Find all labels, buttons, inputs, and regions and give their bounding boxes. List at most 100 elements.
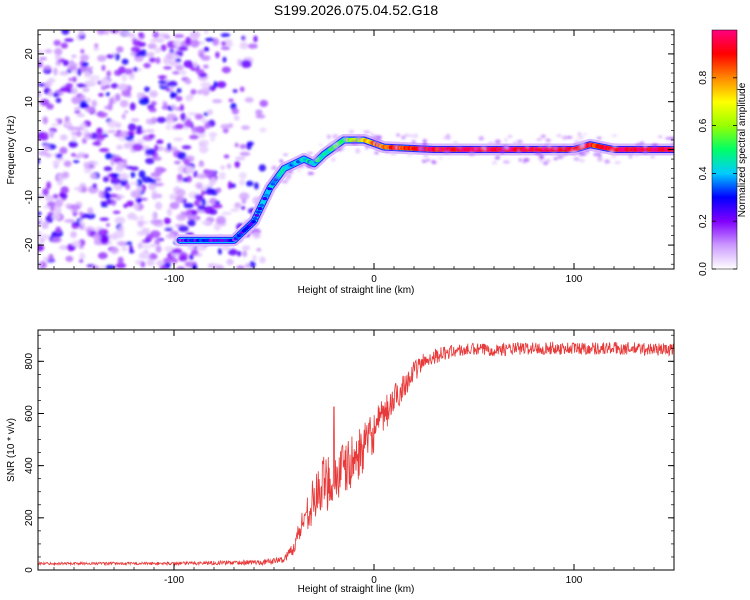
spectrogram-y-tick-label: -10 xyxy=(24,190,35,205)
noise-blob xyxy=(167,80,178,87)
noise-blob xyxy=(218,172,226,180)
noise-blob xyxy=(115,93,121,102)
noise-blob xyxy=(97,54,107,62)
ridge-cell xyxy=(254,213,260,217)
speckle-blob xyxy=(296,168,301,172)
noise-blob xyxy=(152,31,160,39)
noise-blob xyxy=(238,192,250,201)
noise-blob xyxy=(103,30,110,35)
speckle-blob xyxy=(422,142,427,147)
noise-blob xyxy=(239,41,249,50)
snr-y-tick-label: 800 xyxy=(24,353,35,370)
noise-blob xyxy=(221,41,227,46)
noise-blob xyxy=(112,210,121,215)
noise-blob xyxy=(170,90,175,99)
speckle-blob xyxy=(414,133,418,138)
noise-blob xyxy=(239,179,245,186)
noise-blob xyxy=(110,247,119,254)
speckle-blob xyxy=(556,134,562,138)
noise-blob xyxy=(52,92,60,98)
noise-blob xyxy=(146,233,154,241)
noise-blob xyxy=(178,225,189,232)
noise-blob xyxy=(65,121,72,127)
noise-blob xyxy=(121,74,127,82)
noise-blob xyxy=(227,248,238,256)
noise-blob xyxy=(163,101,168,110)
speckle-blob xyxy=(355,148,361,154)
noise-blob xyxy=(130,190,142,196)
noise-blob xyxy=(124,68,133,75)
noise-blob xyxy=(78,30,84,37)
noise-blob xyxy=(239,151,251,157)
speckle-blob xyxy=(639,141,645,146)
noise-blob xyxy=(179,104,185,112)
speckle-blob xyxy=(596,157,603,160)
noise-blob xyxy=(184,78,192,85)
noise-blob xyxy=(132,143,144,152)
noise-blob xyxy=(105,192,111,200)
noise-blob xyxy=(196,173,207,179)
noise-blob xyxy=(99,217,110,222)
noise-blob xyxy=(72,76,77,83)
spectrogram-ridge xyxy=(174,129,674,247)
noise-blob xyxy=(155,245,162,253)
noise-blob xyxy=(105,92,110,97)
noise-blob xyxy=(184,120,194,128)
noise-blob xyxy=(164,35,171,40)
spectrogram-y-tick-label: 0 xyxy=(24,146,35,152)
speckle-blob xyxy=(435,148,440,151)
noise-blob xyxy=(148,52,155,56)
noise-blob xyxy=(119,99,129,108)
noise-blob xyxy=(203,30,209,35)
noise-blob xyxy=(137,92,142,100)
noise-blob xyxy=(226,258,234,266)
speckle-blob xyxy=(326,134,331,140)
noise-blob xyxy=(140,49,147,57)
speckle-blob xyxy=(307,171,315,175)
speckle-blob xyxy=(583,133,587,136)
noise-blob xyxy=(51,236,62,243)
speckle-blob xyxy=(279,159,283,163)
noise-blob xyxy=(72,159,80,164)
ridge-cell xyxy=(260,200,266,204)
noise-blob xyxy=(155,57,161,64)
noise-blob xyxy=(106,70,112,77)
speckle-blob xyxy=(604,159,611,164)
speckle-blob xyxy=(635,143,640,147)
noise-blob xyxy=(164,245,175,252)
noise-blob xyxy=(140,244,151,249)
noise-blob xyxy=(132,215,139,222)
noise-blob xyxy=(129,141,134,145)
noise-blob xyxy=(51,123,60,127)
speckle-blob xyxy=(431,160,435,163)
noise-blob xyxy=(228,98,234,103)
speckle-blob xyxy=(333,141,339,147)
noise-blob xyxy=(79,66,87,73)
noise-blob xyxy=(38,150,48,156)
noise-blob xyxy=(176,173,183,181)
noise-blob xyxy=(87,207,94,215)
noise-blob xyxy=(203,47,210,52)
noise-blob xyxy=(166,208,172,217)
noise-blob xyxy=(110,173,120,178)
noise-blob xyxy=(144,86,150,93)
noise-blob xyxy=(156,139,164,145)
noise-blob xyxy=(138,170,146,179)
noise-blob xyxy=(202,90,210,96)
spectrogram-x-ticks: -100 0 100 xyxy=(53,30,675,285)
noise-blob xyxy=(190,248,199,256)
noise-blob xyxy=(84,107,96,113)
noise-blob xyxy=(53,164,59,169)
noise-blob xyxy=(103,166,113,172)
noise-blob xyxy=(89,75,100,81)
noise-blob xyxy=(195,69,205,75)
noise-blob xyxy=(113,157,124,163)
noise-blob xyxy=(40,233,50,240)
noise-blob xyxy=(116,46,124,53)
spectrogram-x-tick-label: 100 xyxy=(566,274,583,285)
noise-blob xyxy=(91,99,98,108)
speckle-blob xyxy=(568,150,575,155)
noise-blob xyxy=(148,253,158,260)
speckle-blob xyxy=(572,143,579,146)
noise-blob xyxy=(220,123,231,130)
